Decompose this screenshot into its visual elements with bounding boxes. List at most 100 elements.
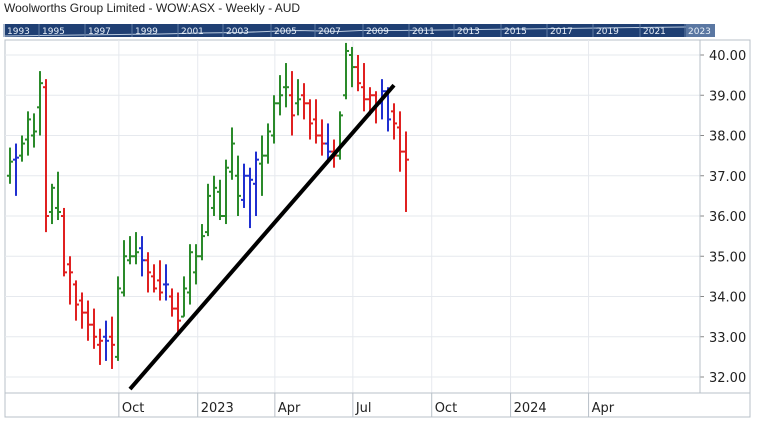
- navigator-year-label: 2009: [366, 27, 389, 37]
- navigator-year-label: 2011: [412, 27, 435, 37]
- ohlc-bar: [265, 123, 271, 164]
- x-tick-label: Oct: [435, 401, 457, 416]
- ohlc-bar: [187, 244, 193, 305]
- navigator-year-label: 2013: [457, 27, 480, 37]
- ohlc-bar: [169, 288, 175, 317]
- ohlc-bar: [325, 123, 331, 160]
- ohlc-bar: [355, 55, 361, 92]
- ohlc-bar: [217, 179, 223, 221]
- ohlc-bar: [349, 46, 355, 88]
- navigator-price-line: [4, 26, 687, 37]
- ohlc-bar: [109, 316, 115, 369]
- y-tick-label: 35.00: [709, 250, 746, 265]
- ohlc-bar: [121, 240, 127, 297]
- navigator-year-label: 2005: [274, 27, 297, 37]
- navigator-year-label: 1999: [135, 27, 158, 37]
- navigator-year-label: 1993: [7, 27, 30, 37]
- date-navigator[interactable]: 1993 1995 1997 1999 2001 2003 2005 2007 2009 2011…: [3, 24, 715, 37]
- x-axis: Oct 2023 Apr Jul Oct 2024 Apr: [4, 392, 751, 418]
- ohlc-bar: [229, 127, 235, 180]
- ohlc-bar: [157, 260, 163, 301]
- ohlc-bar: [199, 224, 205, 261]
- navigator-year-label: 2003: [226, 27, 249, 37]
- ohlc-bar: [103, 320, 109, 361]
- ohlc-bar: [361, 63, 367, 112]
- ohlc-bar: [337, 111, 343, 160]
- navigator-year-label: 2017: [550, 27, 573, 37]
- ohlc-bar: [85, 300, 91, 341]
- ohlc-bar: [313, 99, 319, 144]
- x-tick-label: 2024: [514, 401, 547, 416]
- ohlc-bar: [403, 131, 409, 212]
- ohlc-bar: [133, 232, 139, 265]
- navigator-year-label: 2001: [181, 27, 204, 37]
- ohlc-bar: [127, 236, 133, 265]
- ohlc-bar: [235, 155, 241, 216]
- y-tick-label: 32.00: [709, 371, 746, 386]
- ohlc-bar: [205, 183, 211, 237]
- ohlc-bar: [139, 236, 145, 277]
- ohlc-bar: [181, 276, 187, 318]
- navigator-selection[interactable]: [686, 24, 715, 37]
- y-tick-label: 37.00: [709, 170, 746, 185]
- ohlc-bar: [319, 119, 325, 156]
- ohlc-bar: [163, 264, 169, 301]
- navigator-year-label: 2019: [596, 27, 619, 37]
- navigator-year-label: 2021: [643, 27, 666, 37]
- price-bars: [7, 42, 409, 369]
- ohlc-bar: [283, 63, 289, 108]
- navigator-year-label: 1995: [42, 27, 65, 37]
- y-tick-label: 38.00: [709, 130, 746, 145]
- x-tick-label: Jul: [355, 401, 372, 416]
- navigator-year-label: 2007: [318, 27, 341, 37]
- x-tick-label: Apr: [278, 401, 301, 416]
- trendline: [128, 83, 396, 391]
- ohlc-bar: [277, 75, 283, 116]
- ohlc-bar: [13, 143, 19, 196]
- ohlc-bar: [247, 167, 253, 229]
- y-tick-label: 39.00: [709, 89, 746, 104]
- ohlc-bar: [289, 71, 295, 136]
- ohlc-bar: [175, 292, 181, 333]
- ohlc-bar: [145, 252, 151, 293]
- y-tick-label: 36.00: [709, 210, 746, 225]
- ohlc-bar: [295, 79, 301, 116]
- ohlc-bar: [253, 151, 259, 216]
- y-axis-band-frame: [699, 39, 751, 394]
- navigator-year-label: 2023: [688, 27, 711, 37]
- navigator-year-label: 2015: [504, 27, 527, 37]
- plot-area: [4, 39, 701, 394]
- ohlc-bar: [73, 280, 79, 321]
- ohlc-bar: [307, 99, 313, 140]
- ohlc-bar: [31, 113, 37, 148]
- ohlc-bar: [61, 207, 67, 277]
- ohlc-bar: [211, 175, 217, 216]
- ohlc-bar: [151, 264, 157, 293]
- y-tick-label: 34.00: [709, 291, 746, 306]
- gridlines: [5, 40, 700, 393]
- ohlc-bar: [271, 95, 277, 144]
- ohlc-bar: [343, 42, 349, 100]
- x-tick-label: 2023: [201, 401, 234, 416]
- ohlc-bar: [259, 135, 265, 196]
- x-axis-band: [4, 392, 751, 418]
- ohlc-bar: [79, 292, 85, 329]
- ohlc-bar: [97, 328, 103, 365]
- ohlc-bar: [391, 103, 397, 140]
- ohlc-bar: [397, 111, 403, 172]
- chart-title: Woolworths Group Limited - WOW:ASX - Wee…: [4, 1, 301, 15]
- ohlc-bar: [301, 83, 307, 120]
- y-axis: 32.00 33.00 34.00 35.00 36.00 37.00 38.00 39.00…: [699, 40, 746, 393]
- x-tick-label: Apr: [592, 401, 615, 416]
- ohlc-bar: [91, 308, 97, 349]
- ohlc-bar: [37, 71, 43, 136]
- ohlc-bar: [43, 79, 49, 233]
- ohlc-bar: [193, 244, 199, 285]
- ohlc-bar: [19, 135, 25, 162]
- ohlc-bar: [223, 159, 229, 225]
- ohlc-bar: [241, 163, 247, 208]
- x-tick-label: Oct: [122, 401, 144, 416]
- y-tick-label: 33.00: [709, 331, 746, 346]
- ohlc-bar: [25, 111, 31, 156]
